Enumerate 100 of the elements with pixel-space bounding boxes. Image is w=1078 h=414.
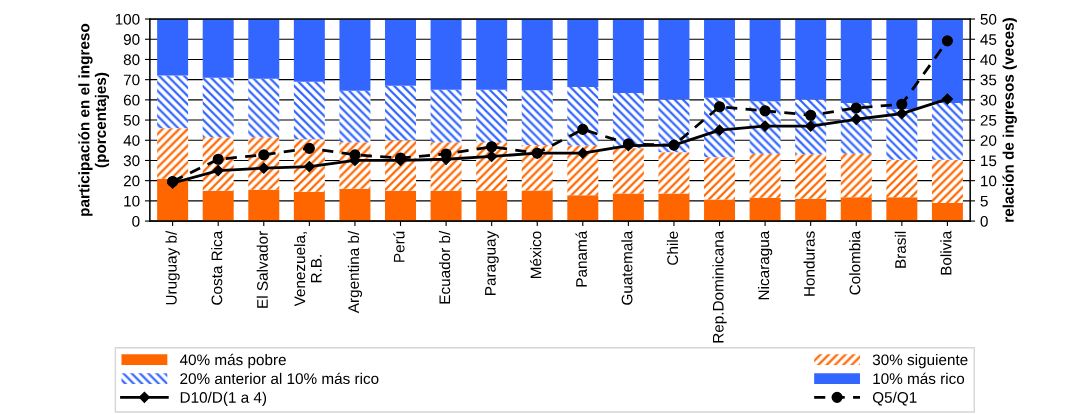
bar bbox=[157, 19, 189, 76]
x-tick-label: Nicaragua bbox=[757, 230, 773, 300]
bar bbox=[840, 153, 872, 198]
x-tick-label: Costa Rica bbox=[211, 230, 223, 305]
point bbox=[258, 162, 270, 174]
point bbox=[212, 164, 224, 177]
point bbox=[850, 102, 862, 114]
x-tick-label: México bbox=[529, 231, 542, 278]
point bbox=[941, 93, 954, 105]
y2-tick-label: 45 bbox=[980, 34, 997, 45]
y2-tick-label: 25 bbox=[980, 114, 997, 126]
point bbox=[759, 105, 771, 117]
y2-tick-label: 10 bbox=[981, 175, 997, 187]
bar bbox=[931, 202, 963, 222]
bar bbox=[931, 19, 963, 103]
bar bbox=[476, 89, 508, 143]
bar bbox=[704, 19, 736, 98]
bar bbox=[339, 188, 371, 222]
x-tick-label: Honduras bbox=[803, 231, 815, 296]
y-tick-label: 100 bbox=[115, 13, 140, 25]
bar bbox=[612, 148, 644, 194]
point bbox=[941, 35, 953, 47]
point bbox=[303, 160, 315, 173]
bar bbox=[886, 197, 918, 222]
point bbox=[303, 142, 315, 154]
bar bbox=[476, 19, 508, 90]
point bbox=[759, 120, 771, 132]
x-tick-label: Venezuela, R.B. bbox=[294, 232, 322, 307]
y-axis-title: participación en el ingreso (porcentajes) bbox=[78, 23, 110, 216]
point bbox=[713, 101, 726, 113]
x-tick-label: Ecuador b/ bbox=[438, 230, 451, 304]
bar bbox=[704, 199, 736, 222]
x-tick-label: Bolivia bbox=[940, 230, 952, 275]
bar bbox=[931, 102, 963, 160]
bar bbox=[430, 19, 462, 90]
bar bbox=[567, 86, 599, 146]
bar bbox=[476, 190, 508, 222]
point bbox=[805, 120, 817, 132]
bar bbox=[840, 19, 872, 103]
bar bbox=[749, 153, 781, 198]
bar bbox=[385, 85, 416, 141]
bar bbox=[339, 19, 371, 91]
bar bbox=[293, 81, 325, 140]
legend-label: 30% siguiente bbox=[872, 353, 968, 369]
x-tick-label: Colombia bbox=[849, 230, 861, 295]
point bbox=[212, 153, 224, 165]
legend-label: 10% más rico bbox=[873, 372, 965, 385]
bar bbox=[704, 157, 736, 200]
x-tick-label: El Salvador bbox=[256, 231, 268, 308]
point bbox=[486, 141, 498, 153]
point bbox=[850, 113, 862, 125]
y2-tick-label: 15 bbox=[981, 155, 997, 167]
x-tick-label: Rep.Dominicana bbox=[712, 230, 727, 343]
bar bbox=[795, 154, 827, 199]
y2-axis-title: relación de ingresos (veces) bbox=[1002, 18, 1017, 222]
y-tick-label: 40 bbox=[123, 135, 140, 146]
y-tick-label: 20 bbox=[123, 175, 140, 187]
point bbox=[258, 149, 270, 161]
point bbox=[896, 98, 908, 110]
bar bbox=[612, 193, 644, 222]
y-tick-label: 50 bbox=[123, 114, 140, 126]
bar bbox=[795, 198, 827, 222]
legend-label: 20% anterior al 10% más rico bbox=[180, 372, 379, 385]
y-tick-label: 0 bbox=[132, 215, 140, 227]
bar bbox=[521, 90, 553, 145]
bar bbox=[612, 19, 644, 93]
bar bbox=[430, 89, 462, 143]
y-tick-label: 60 bbox=[123, 94, 140, 106]
point bbox=[805, 109, 817, 121]
bar bbox=[293, 19, 325, 82]
bar bbox=[886, 159, 918, 198]
x-tick-label: Brasil bbox=[894, 231, 906, 268]
bar bbox=[385, 190, 416, 222]
bar bbox=[521, 19, 553, 91]
y2-tick-label: 30 bbox=[980, 94, 997, 106]
bar bbox=[749, 19, 781, 102]
bar bbox=[658, 193, 690, 222]
y-tick-label: 80 bbox=[123, 54, 140, 66]
legend-label: Q5/Q1 bbox=[872, 391, 917, 406]
legend-label: 40% más pobre bbox=[179, 353, 286, 369]
x-tick-label: Uruguay b/ bbox=[165, 230, 180, 305]
x-tick-label: Perú bbox=[393, 231, 405, 262]
bar bbox=[658, 19, 690, 100]
y2-tick-label: 5 bbox=[980, 195, 988, 207]
bar bbox=[612, 92, 644, 149]
bar bbox=[202, 190, 234, 222]
y2-tick-label: 50 bbox=[980, 13, 997, 25]
point bbox=[713, 124, 726, 136]
bar bbox=[202, 77, 234, 138]
bar bbox=[658, 152, 690, 194]
bar bbox=[749, 197, 781, 222]
point bbox=[577, 123, 589, 135]
point bbox=[577, 147, 589, 159]
bar bbox=[567, 195, 599, 222]
bar bbox=[385, 19, 416, 86]
bar bbox=[157, 128, 189, 179]
bar bbox=[248, 189, 280, 222]
bar bbox=[430, 190, 462, 222]
bar bbox=[157, 75, 189, 129]
bar bbox=[248, 19, 280, 79]
